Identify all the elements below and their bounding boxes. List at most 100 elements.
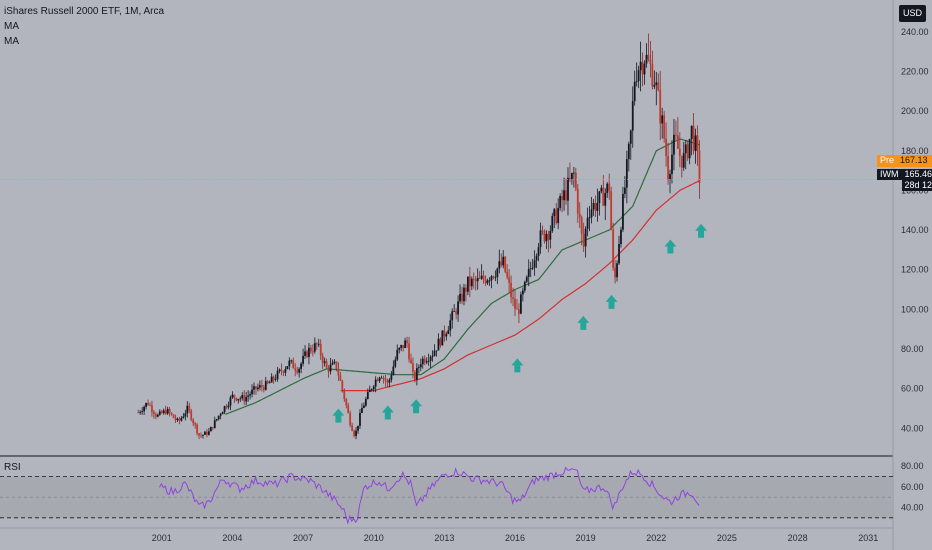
candle-body xyxy=(221,412,224,415)
candle-body xyxy=(364,398,367,406)
candle-body xyxy=(643,63,646,75)
candle-body xyxy=(673,134,675,155)
candle-body xyxy=(502,256,505,266)
candle-body xyxy=(349,412,352,426)
candle-body xyxy=(308,347,310,357)
candle-body xyxy=(362,405,365,408)
candle-body xyxy=(235,397,238,401)
candle-body xyxy=(629,130,632,144)
candle-body xyxy=(341,380,344,390)
candle-body xyxy=(280,369,283,372)
buy-arrow-shape xyxy=(577,315,590,330)
candle-body xyxy=(451,311,454,321)
candle-body xyxy=(661,115,664,124)
candle-body xyxy=(329,364,332,372)
candle-body xyxy=(612,229,615,268)
candle-body xyxy=(680,155,683,168)
time-axis[interactable]: 2001 2004 2007 2010 2013 2016 2019 2022 2025 2028… xyxy=(152,533,878,543)
ma-indicator-label-2[interactable]: MA xyxy=(4,36,19,47)
candle-body xyxy=(694,135,697,151)
candle-body xyxy=(590,209,593,218)
candle-body xyxy=(565,190,567,201)
candle-body xyxy=(357,425,359,431)
candle-body xyxy=(206,431,208,435)
candle-body xyxy=(202,434,204,436)
candle-body xyxy=(353,430,355,436)
candle-body xyxy=(231,394,234,398)
candle-body xyxy=(606,183,609,193)
price-tick-label: 220.00 xyxy=(901,66,929,76)
candle-body xyxy=(370,389,373,390)
candle-body xyxy=(209,427,212,432)
candle-body xyxy=(339,375,342,381)
symbol-title[interactable]: iShares Russell 2000 ETF, 1M, Arca xyxy=(4,6,165,17)
time-tick-label: 2019 xyxy=(576,533,596,543)
candle-body xyxy=(398,347,401,350)
candle-body xyxy=(686,144,689,159)
candle-body xyxy=(417,367,420,369)
candle-body xyxy=(257,387,259,390)
candle-body xyxy=(415,368,418,380)
candle-body xyxy=(519,294,522,314)
candle-body xyxy=(394,359,397,367)
rsi-indicator-label[interactable]: RSI xyxy=(4,462,21,473)
candle-body xyxy=(276,370,279,380)
candle-body xyxy=(647,54,650,60)
ma-indicator-label-1[interactable]: MA xyxy=(4,21,19,32)
buy-arrow-icon xyxy=(381,405,394,420)
candle-body xyxy=(623,187,626,194)
candle-body xyxy=(213,420,216,429)
candle-body xyxy=(496,268,499,278)
candle-body xyxy=(172,414,175,418)
price-tick-label: 180.00 xyxy=(901,146,929,156)
candle-body xyxy=(457,301,459,315)
candle-body xyxy=(376,379,379,381)
candle-body xyxy=(374,379,377,387)
candle-body xyxy=(190,410,193,420)
candle-body xyxy=(508,277,511,283)
candle-body xyxy=(274,379,277,380)
candle-body xyxy=(145,402,147,407)
candle-body xyxy=(439,338,442,346)
candle-body xyxy=(402,345,405,348)
currency-button[interactable]: USD xyxy=(899,5,926,22)
candle-body xyxy=(518,309,520,314)
candle-body xyxy=(368,389,371,393)
candle-body xyxy=(229,397,232,406)
time-tick-label: 2025 xyxy=(717,533,737,543)
candle-body xyxy=(296,370,299,373)
candle-body xyxy=(557,207,560,224)
candle-body xyxy=(345,399,348,406)
candle-body xyxy=(288,360,291,367)
time-tick-label: 2031 xyxy=(858,533,878,543)
candle-body xyxy=(359,412,361,426)
candle-body xyxy=(351,425,354,431)
moving-averages xyxy=(225,138,701,415)
candle-body xyxy=(323,361,326,363)
price-tick-label: 120.00 xyxy=(901,265,929,275)
candle-body xyxy=(247,395,250,397)
candle-body xyxy=(429,356,432,361)
candle-body xyxy=(380,377,383,379)
candle-body xyxy=(390,375,393,380)
candle-body xyxy=(578,213,581,218)
candle-body xyxy=(494,277,497,278)
candle-body xyxy=(427,360,430,362)
candle-body xyxy=(294,368,297,371)
candle-body xyxy=(404,340,407,348)
candle-body xyxy=(529,268,532,270)
candle-body xyxy=(292,360,295,369)
candle-body xyxy=(576,188,579,214)
candle-body xyxy=(582,233,585,247)
candle-body xyxy=(663,115,666,139)
candle-body xyxy=(278,369,281,371)
candle-body xyxy=(635,81,638,82)
buy-arrow-shape xyxy=(605,294,618,309)
candle-body xyxy=(512,297,514,299)
candle-body xyxy=(270,376,273,383)
price-axis[interactable]: 40.0060.0080.00100.00120.00140.00160.001… xyxy=(901,27,929,433)
grid xyxy=(0,0,894,550)
candle-body xyxy=(525,276,528,282)
price-tick-label: 140.00 xyxy=(901,225,929,235)
